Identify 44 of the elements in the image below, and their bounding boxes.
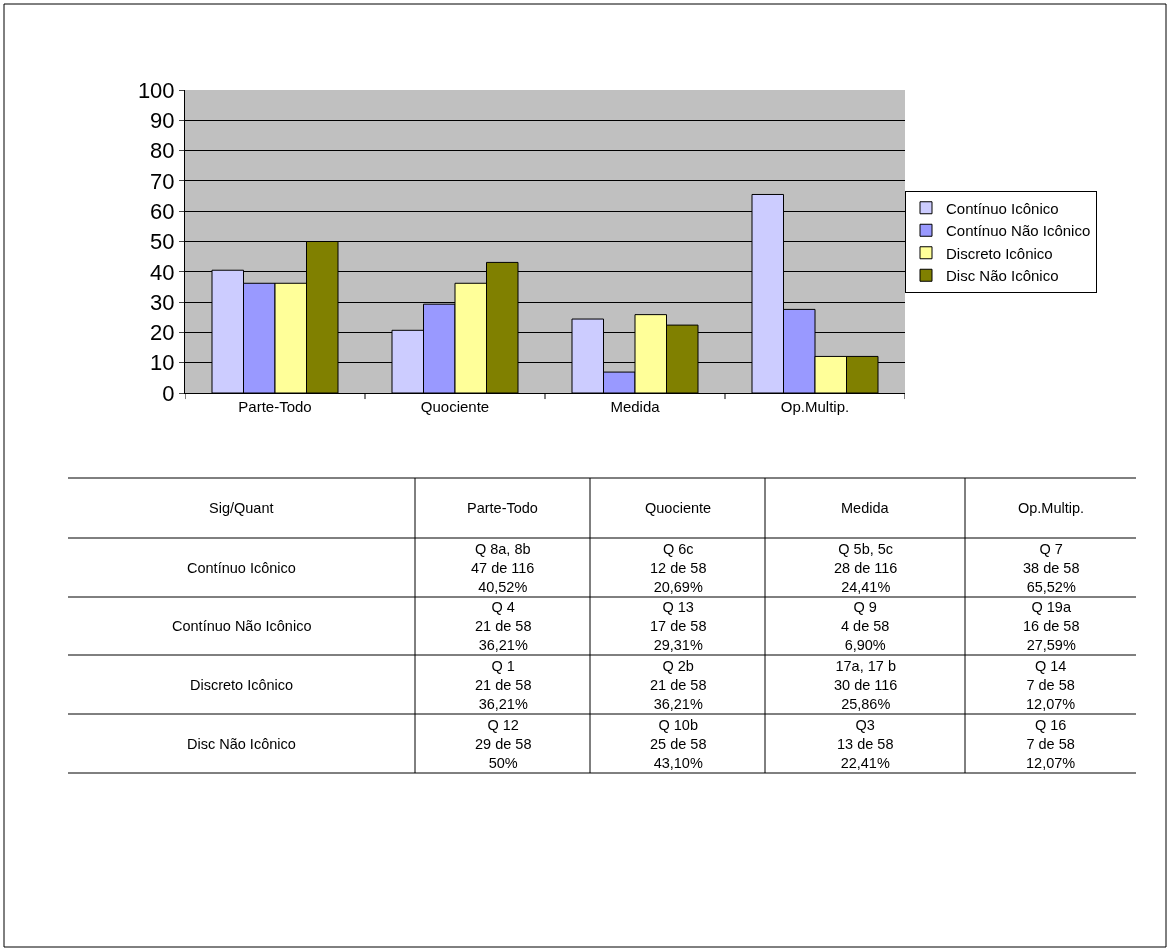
text: Q 13 17 de 58 29,31% (650, 599, 707, 653)
text: Q 5b, 5c 28 de 116 24,41% (834, 541, 898, 595)
text: Medida (841, 500, 890, 516)
text: Quociente (645, 500, 712, 516)
text: Contínuo Não Icônico (172, 618, 312, 634)
y-tick-label: 80 (150, 138, 175, 164)
text: Q3 13 de 58 22,41% (837, 717, 894, 771)
text: Q 10b 25 de 58 43,10% (650, 717, 707, 771)
text: Q 12 29 de 58 50% (475, 717, 532, 771)
text: Parte-Todo (467, 500, 538, 516)
x-tick-label: Parte-Todo (238, 398, 312, 415)
legend-label: Discreto Icônico (946, 244, 1053, 262)
y-tick-label: 70 (150, 168, 175, 194)
text: Q 2b 21 de 58 36,21% (650, 658, 707, 712)
y-tick-label: 50 (150, 229, 175, 255)
y-tick-label: 30 (150, 289, 175, 315)
text: Sig/Quant (209, 500, 274, 516)
y-tick-label: 40 (150, 259, 175, 285)
text: Q 4 21 de 58 36,21% (475, 599, 532, 653)
y-tick-label: 0 (162, 380, 175, 406)
text: Q 1 21 de 58 36,21% (475, 658, 532, 712)
text: Q 16 7 de 58 12,07% (1026, 717, 1076, 771)
text: Discreto Icônico (190, 677, 294, 693)
text: Q 19a 16 de 58 27,59% (1023, 599, 1080, 653)
text: 17a, 17 b 30 de 116 25,86% (834, 658, 898, 712)
legend-label: Contínuo Icônico (946, 199, 1059, 217)
text: Op.Multip. (1018, 500, 1085, 516)
y-tick-label: 20 (150, 320, 175, 346)
text: Q 9 4 de 58 6,90% (841, 599, 890, 653)
x-tick-label: Medida (610, 398, 661, 415)
x-tick-label: Op.Multip. (780, 398, 850, 415)
legend-label: Disc Não Icônico (946, 267, 1059, 285)
y-tick-label: 100 (137, 77, 175, 103)
x-tick-label: Quociente (420, 398, 490, 415)
legend-label: Contínuo Não Icônico (946, 222, 1091, 240)
text: Q 6c 12 de 58 20,69% (650, 541, 707, 595)
text: Contínuo Icônico (187, 560, 296, 576)
y-tick-label: 90 (150, 108, 175, 133)
text: Disc Não Icônico (187, 736, 296, 752)
text: Q 8a, 8b 47 de 116 40,52% (471, 541, 535, 595)
y-tick-label: 60 (150, 198, 175, 224)
text: Q 7 38 de 58 65,52% (1023, 541, 1080, 595)
text: Q 14 7 de 58 12,07% (1026, 658, 1076, 712)
y-tick-label: 10 (150, 350, 175, 376)
